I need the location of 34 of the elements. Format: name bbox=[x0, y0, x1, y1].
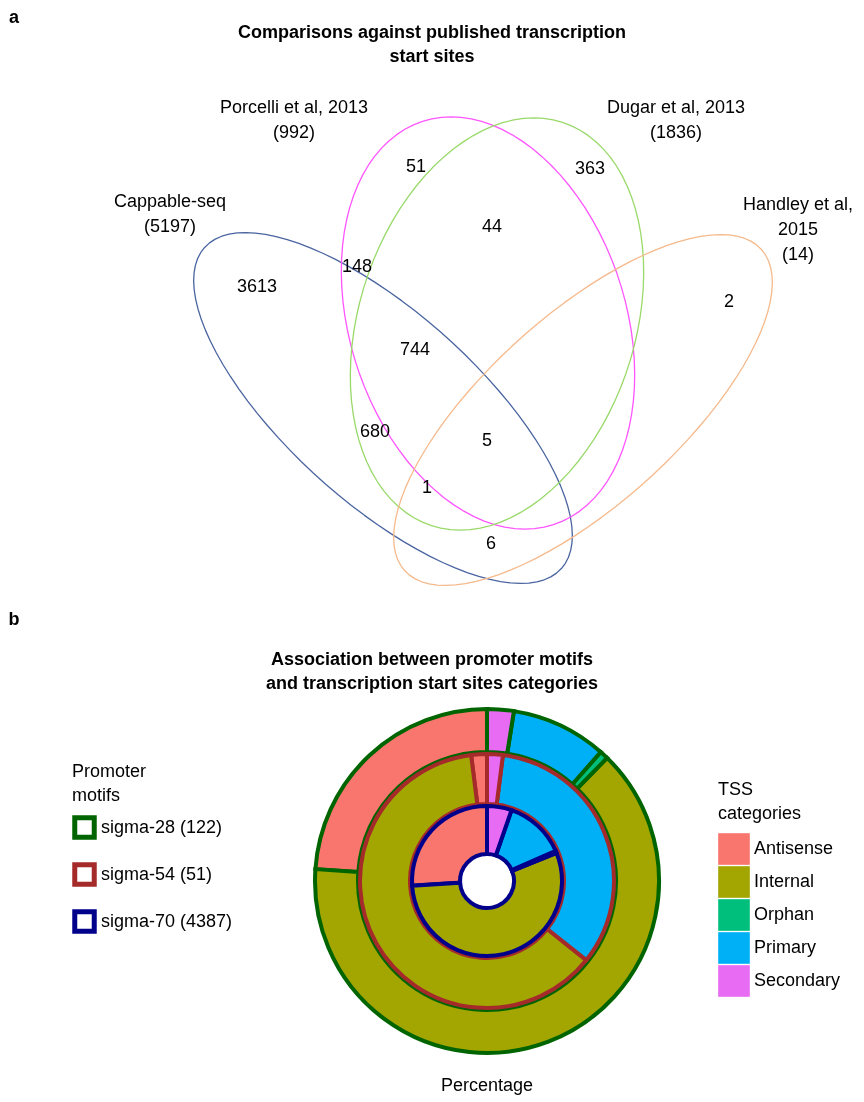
text: 5 bbox=[481, 430, 493, 450]
text: (1836) bbox=[649, 122, 703, 142]
text: 2 bbox=[723, 291, 735, 311]
text: 363 bbox=[574, 158, 606, 178]
legend-label: sigma-54 (51) bbox=[101, 863, 213, 884]
category-label: Handley et al, 2015 bbox=[742, 194, 854, 239]
text: Comparisons against published transcription start sites bbox=[237, 22, 627, 66]
text: 744 bbox=[399, 339, 431, 359]
legend-label: Internal bbox=[754, 871, 815, 891]
text: b bbox=[8, 609, 20, 629]
legend-label: Primary bbox=[754, 937, 816, 957]
chart-title: Association between promoter motifs and transcription start sites categories bbox=[265, 649, 599, 693]
text: 1 bbox=[421, 477, 433, 497]
text: (5197) bbox=[143, 216, 197, 236]
legend-title: TSS categories bbox=[718, 779, 802, 823]
text: 6 bbox=[485, 533, 497, 553]
category-label: Porcelli et al, 2013 bbox=[219, 97, 369, 117]
legend-label: sigma-28 (122) bbox=[101, 816, 223, 837]
legend-label: Secondary bbox=[754, 970, 841, 990]
text: a bbox=[8, 7, 20, 27]
text: (14) bbox=[781, 244, 815, 264]
text: 680 bbox=[359, 421, 391, 441]
category-label: Dugar et al, 2013 bbox=[606, 97, 746, 117]
text: 44 bbox=[481, 216, 503, 236]
category-label: Cappable-seq bbox=[113, 191, 227, 211]
text: 51 bbox=[405, 156, 427, 176]
text: 3613 bbox=[236, 276, 278, 296]
legend-label: sigma-70 (4387) bbox=[101, 910, 233, 931]
legend-label: Orphan bbox=[754, 904, 815, 924]
text: Percentage bbox=[440, 1075, 534, 1095]
text: 148 bbox=[341, 256, 373, 276]
text: (992) bbox=[272, 122, 316, 142]
legend-label: Antisense bbox=[754, 838, 834, 858]
text: Promoter motifs bbox=[72, 761, 147, 805]
